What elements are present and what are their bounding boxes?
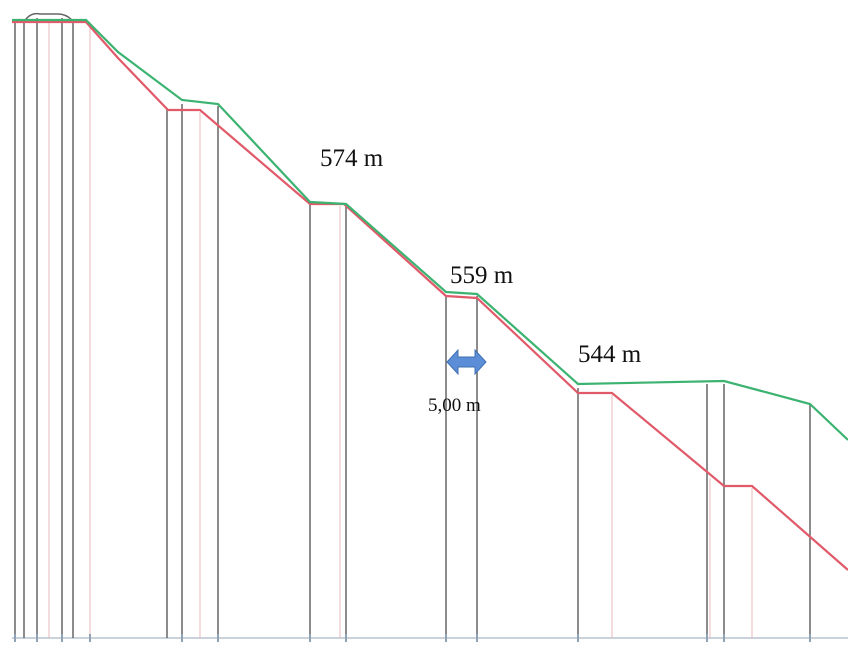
baseline-ticks bbox=[14, 634, 811, 642]
ground-line bbox=[12, 18, 848, 441]
station-lines bbox=[14, 18, 811, 638]
double-arrow-icon bbox=[446, 348, 487, 376]
faint-station-lines bbox=[48, 22, 753, 638]
top-cap bbox=[23, 12, 73, 23]
elevation-label-544: 544 m bbox=[578, 341, 642, 368]
design-line bbox=[12, 20, 848, 571]
elevation-label-574: 574 m bbox=[320, 145, 384, 172]
width-dimension-label: 5,00 m bbox=[428, 395, 481, 416]
elevation-label-559: 559 m bbox=[450, 262, 514, 289]
